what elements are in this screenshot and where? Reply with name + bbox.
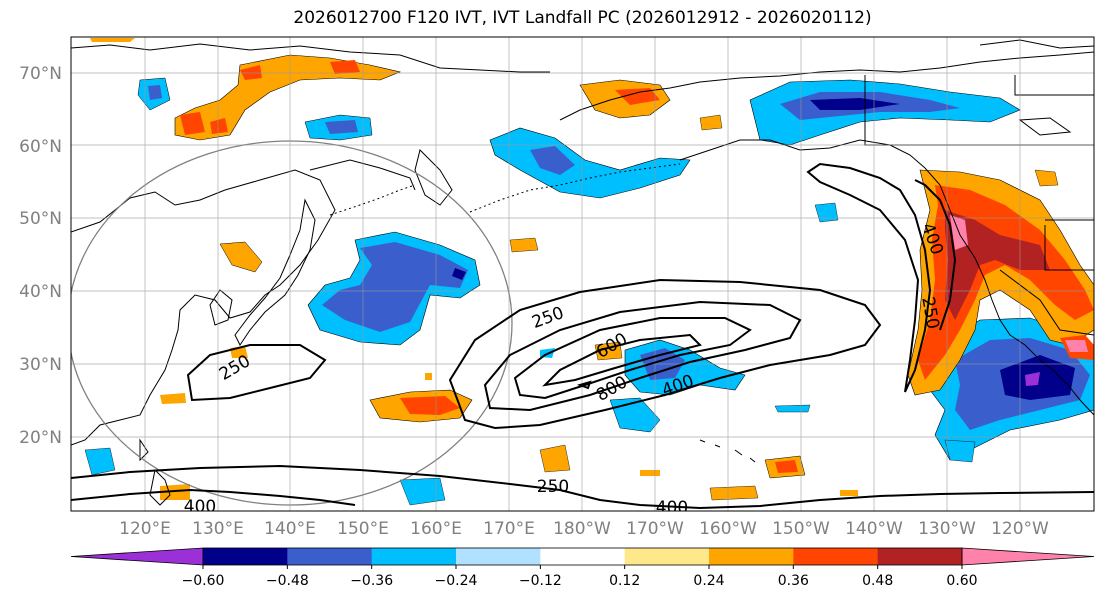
lon-label-130w: 130°W <box>918 519 976 539</box>
lat-label-50n: 50°N <box>19 209 62 229</box>
colorbar-swatch <box>793 548 879 565</box>
colorbar-tick-label: 0.36 <box>778 573 809 589</box>
map-title: 2026012700 F120 IVT, IVT Landfall PC (20… <box>293 8 872 28</box>
lon-label-160e: 160°E <box>410 519 462 539</box>
colorbar-tick-label: −0.48 <box>266 573 309 589</box>
colorbar-tick-label: −0.36 <box>350 573 393 589</box>
lon-label-160w: 160°W <box>699 519 757 539</box>
lat-label-40n: 40°N <box>19 282 62 302</box>
colorbar-tick-label: −0.24 <box>435 573 478 589</box>
ivt-contours <box>71 162 1094 510</box>
colorbar-swatch <box>287 548 373 565</box>
lat-label-30n: 30°N <box>19 355 62 375</box>
lon-label-180w: 180°W <box>553 519 611 539</box>
colorbar: −0.60 −0.48 −0.36 −0.24 −0.12 0.12 0.24 0.36 0.4… <box>70 547 1095 589</box>
colorbar-extend-min <box>70 547 204 566</box>
lon-label-170w: 170°W <box>626 519 684 539</box>
colorbar-tick-label: 0.24 <box>693 573 724 589</box>
lon-label-140w: 140°W <box>845 519 903 539</box>
colorbar-tick-label: 0.48 <box>862 573 893 589</box>
contour-label-250-south: 250 <box>537 477 569 497</box>
colorbar-swatch <box>624 548 710 565</box>
colorbar-frame <box>202 547 963 566</box>
colorbar-tick-label: −0.60 <box>182 573 225 589</box>
lon-label-130e: 130°E <box>192 519 244 539</box>
contour-label-400-south: 400 <box>656 498 688 518</box>
colorbar-tick-label: −0.12 <box>519 573 562 589</box>
lat-label-20n: 20°N <box>19 428 62 448</box>
colorbar-tick-label: 0.12 <box>609 573 640 589</box>
colorbar-swatch <box>371 548 457 565</box>
lat-label-70n: 70°N <box>19 64 62 84</box>
positive-anomaly-regions <box>90 38 1094 501</box>
lon-label-150e: 150°E <box>337 519 389 539</box>
colorbar-swatch <box>709 548 794 565</box>
map-frame <box>70 36 1095 512</box>
negative-anomaly-regions <box>84 77 1094 506</box>
lon-label-170e: 170°E <box>483 519 535 539</box>
lon-label-140e: 140°E <box>264 519 316 539</box>
colorbar-swatch <box>540 548 626 565</box>
colorbar-extend-max <box>961 547 1095 566</box>
latitude-labels: 70°N 60°N 50°N 40°N 30°N 20°N <box>19 64 62 448</box>
colorbar-swatch <box>456 548 541 565</box>
colorbar-swatch <box>877 548 963 565</box>
lon-label-150w: 150°W <box>772 519 830 539</box>
lat-label-60n: 60°N <box>19 137 62 157</box>
colorbar-swatch <box>203 548 288 565</box>
longitude-labels: 120°E 130°E 140°E 150°E 160°E 170°E 180°… <box>119 519 1049 539</box>
lon-label-120w: 120°W <box>991 519 1049 539</box>
colorbar-tick-label: 0.60 <box>946 573 977 589</box>
contour-label-400-sw: 400 <box>184 497 216 517</box>
lon-label-120e: 120°E <box>119 519 171 539</box>
gridlines <box>71 37 1094 511</box>
